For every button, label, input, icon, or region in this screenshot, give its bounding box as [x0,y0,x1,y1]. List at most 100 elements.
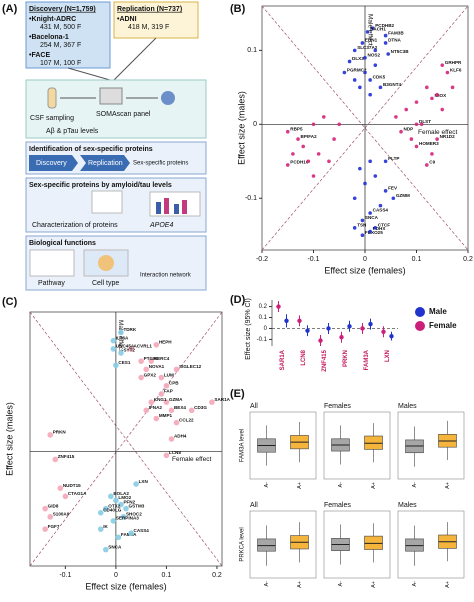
point [363,70,367,75]
point-label: SAR1A [214,397,230,402]
step: SOMAscan panel [96,111,151,118]
point [383,189,388,193]
point [435,137,439,141]
panel-title: All [250,403,258,410]
point-label: GID8 [48,503,59,508]
point [368,78,372,82]
point [404,107,409,112]
x-tick-label: SAR1A [280,349,286,370]
point [158,391,165,397]
point-label: SNCA [365,215,379,220]
point [188,407,195,414]
replication-box [113,1,199,39]
point-label: LXN [139,479,149,484]
point-label: MIOX [434,93,447,98]
x-tick-label: ZNF415 [322,349,328,371]
point [414,144,419,149]
point [102,546,109,553]
cell-icon [98,255,114,271]
x-tick-label: 0.2 [212,572,222,579]
x-tick-label: A- [412,482,418,488]
x-tick-label: LCN8 [301,349,307,365]
point-label: MMP1 [159,413,173,418]
diagonal [29,311,223,567]
point-label: SLC37A2 [357,45,378,50]
point [391,196,396,201]
x-tick-label: 0 [114,572,118,579]
section-item: Replication [88,160,123,167]
point-label: GSTM3 [129,503,145,508]
y-tick-label: -0.1 [245,195,257,202]
point-label: PCDHB2 [375,23,394,28]
box [364,435,383,450]
panel-title: Males [398,502,417,509]
point [358,166,362,171]
point [123,505,129,512]
point [108,493,114,500]
point [373,226,378,230]
y-axis-label: Effect size (males) [4,402,14,476]
cohort-detail: 107 M, 100 F [40,60,81,67]
point-label: OTX2 [108,503,120,508]
point-label: GRHPR [445,60,462,65]
icon-bar [182,200,187,214]
point-label: HOMER3 [419,141,439,146]
point [47,514,54,520]
point-label: ERN1 [365,38,378,43]
section-title: Identification of sex-specific proteins [29,146,153,153]
x-tick-label: -0.2 [256,256,268,263]
point-label: HERC4 [154,356,170,361]
point [360,326,365,331]
point [285,163,290,167]
x-axis-label: Effect size (females) [85,581,166,591]
point [363,55,367,60]
annotation: Male effect [366,14,373,46]
x-tick-label: A+ [445,482,451,489]
point [347,324,352,329]
panel-title: Males [398,403,417,410]
point [163,382,170,389]
point-label: DTNA [388,38,401,43]
point-label: S100A9 [53,512,70,517]
point [113,362,119,369]
cohort-detail: 254 M, 367 F [40,42,81,49]
replication-title: Replication (N=737) [117,6,182,13]
x-tick-label: A- [338,581,344,587]
point-label: C9 [429,160,435,165]
point [368,229,372,234]
point [383,41,388,45]
x-tick-label: -0.1 [307,256,319,263]
point [360,233,365,238]
point [342,70,347,75]
x-tick-label: 0 [363,256,367,263]
cohort-detail: 431 M, 500 F [40,24,81,31]
point [322,115,326,119]
y-axis-label: PRKCA level [240,527,246,561]
point-label: B3GNT4 [383,82,402,87]
point [440,63,445,67]
point-label: PDHX [373,226,387,231]
point-label: GPX2 [144,372,157,377]
x-tick-label: A+ [297,581,303,588]
point [110,518,117,524]
point [168,436,175,442]
point [138,374,144,381]
point [120,514,127,520]
x-tick-label: 0.2 [463,256,473,263]
chevron [80,155,130,171]
panel-title: Females [324,403,351,410]
point-label: FBXO25 [365,230,383,235]
section-title: Biological functions [29,240,96,247]
point-label: LUM [164,372,174,377]
point [368,211,372,215]
y-axis-label: Effect size (males) [236,91,246,165]
point-label: SNCA [108,544,122,549]
point-label: FEV [388,186,398,191]
point [368,92,372,97]
cohort-name: •FACE [29,52,50,59]
point-label: CD3G [194,405,207,410]
point-label: CASS4 [134,528,150,533]
point [118,501,124,508]
point-label: PGRMC2 [347,67,367,72]
